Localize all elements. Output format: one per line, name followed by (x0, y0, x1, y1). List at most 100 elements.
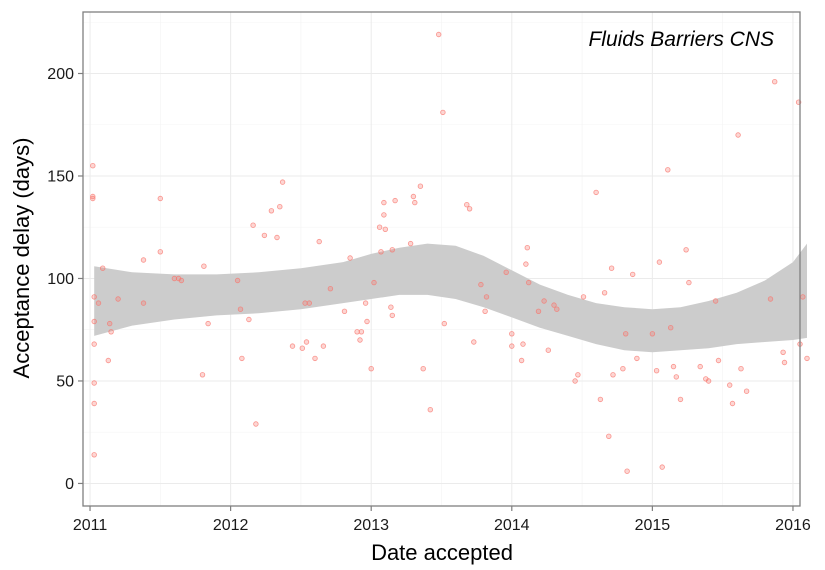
data-point (412, 199, 418, 206)
data-point (575, 372, 581, 378)
data-point (677, 396, 684, 403)
y-tick-label: 0 (65, 476, 74, 493)
data-point (541, 298, 547, 304)
x-tick-label: 2015 (635, 517, 671, 534)
data-point (727, 382, 733, 388)
data-point (427, 407, 433, 413)
data-point (466, 206, 473, 212)
data-point (316, 238, 322, 245)
data-point (277, 203, 283, 210)
data-point (503, 269, 509, 275)
data-point (440, 109, 446, 116)
data-point (524, 244, 530, 251)
data-point (199, 372, 206, 378)
data-point (668, 325, 674, 331)
x-tick-label: 2013 (353, 517, 389, 534)
x-tick-label: 2014 (494, 517, 530, 534)
data-point (683, 247, 689, 253)
data-point (246, 316, 252, 323)
data-point (705, 378, 712, 384)
data-point (99, 265, 106, 271)
data-point (371, 279, 377, 286)
y-tick-label: 150 (47, 168, 74, 185)
data-point (535, 308, 542, 314)
data-point (670, 363, 677, 370)
data-point (653, 368, 660, 374)
data-point (274, 234, 280, 241)
data-point (729, 400, 736, 407)
x-axis-ticks: 2011 2012 2013 2014 2015 2016 (73, 506, 811, 534)
panel-border (82, 11, 801, 507)
data-point (105, 357, 111, 364)
data-point (623, 331, 629, 337)
data-point (572, 378, 578, 384)
data-point (608, 265, 615, 271)
data-point (253, 421, 259, 427)
x-tick-label: 2011 (73, 517, 108, 534)
data-point (697, 363, 703, 370)
data-point (279, 179, 286, 185)
data-point (303, 339, 310, 345)
data-point (441, 320, 447, 327)
y-axis-title: Acceptance delay (days) (9, 138, 34, 379)
data-point (610, 372, 616, 378)
data-point (320, 343, 327, 349)
data-point (738, 366, 744, 372)
data-point (178, 277, 185, 284)
x-tick-label: 2016 (775, 517, 811, 534)
data-point (268, 208, 275, 214)
data-point (518, 357, 525, 364)
y-axis-ticks: 0 50 100 150 200 (47, 66, 83, 493)
x-tick-label: 2012 (213, 517, 249, 534)
data-point (649, 331, 656, 337)
data-point (436, 31, 442, 38)
data-point (665, 167, 671, 173)
data-point (368, 366, 374, 372)
smooth-confidence-band (94, 243, 807, 353)
data-point (239, 355, 245, 362)
data-point (91, 294, 97, 300)
data-point (389, 247, 395, 253)
x-axis-title: Date accepted (371, 540, 513, 565)
data-point (554, 306, 560, 312)
data-point (91, 400, 97, 407)
data-point (804, 355, 810, 362)
data-point (312, 355, 318, 362)
data-point (91, 452, 97, 458)
data-point (624, 468, 630, 474)
y-tick-label: 100 (47, 271, 74, 288)
data-point (780, 349, 786, 355)
data-point (91, 341, 97, 347)
data-point (420, 366, 426, 372)
data-point (106, 320, 113, 327)
data-point (606, 433, 612, 439)
data-point (205, 320, 211, 327)
data-point (108, 329, 114, 335)
data-point (388, 304, 394, 310)
data-point (634, 355, 640, 362)
data-point (464, 201, 470, 208)
data-point (234, 277, 241, 284)
data-point (659, 464, 665, 470)
data-point (362, 300, 369, 306)
data-point (90, 162, 96, 169)
data-point (306, 300, 312, 306)
panel-annotation: Fluids Barriers CNS (588, 28, 774, 51)
minor-gridlines (83, 12, 800, 506)
data-point (289, 343, 296, 349)
data-point (630, 271, 636, 278)
data-point (382, 226, 388, 232)
data-point (781, 359, 788, 366)
data-point (800, 294, 806, 300)
data-point (90, 195, 96, 202)
data-point (509, 331, 515, 337)
data-point (250, 222, 256, 228)
data-point (509, 343, 515, 349)
data-point (376, 224, 383, 230)
data-point (712, 298, 719, 304)
data-point (381, 212, 387, 218)
data-point (520, 341, 526, 347)
data-point (620, 366, 626, 372)
data-point (593, 189, 599, 196)
